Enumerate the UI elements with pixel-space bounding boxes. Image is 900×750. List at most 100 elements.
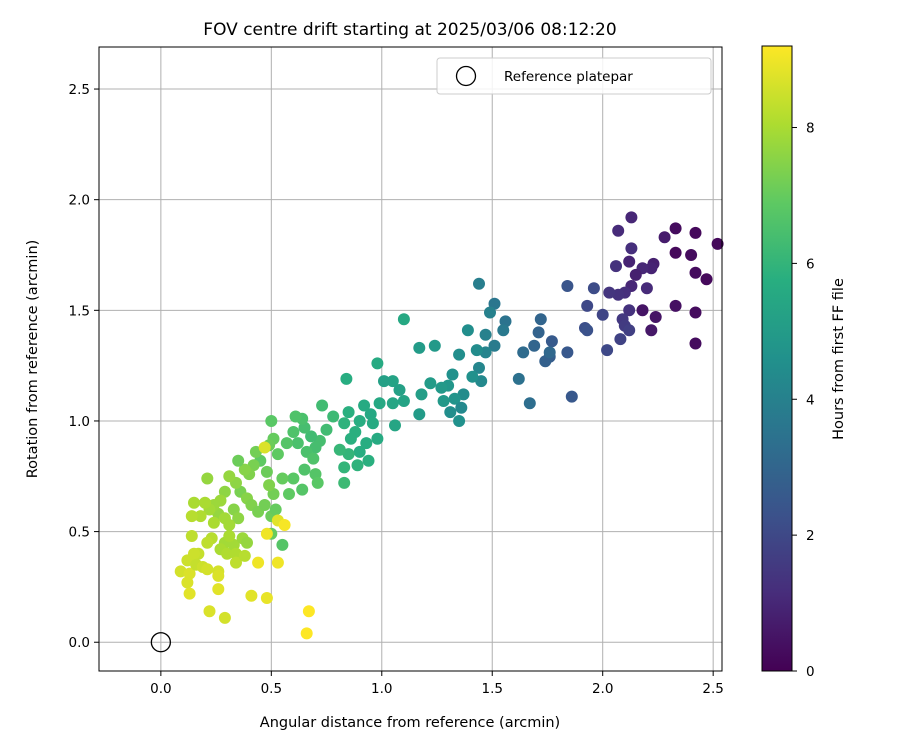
data-point	[373, 397, 386, 410]
data-point	[302, 605, 315, 618]
x-tick-label: 1.0	[371, 681, 392, 697]
data-point	[185, 510, 198, 523]
data-point	[601, 344, 614, 357]
data-point	[669, 246, 682, 259]
chart-title: FOV centre drift starting at 2025/03/06 …	[203, 20, 616, 40]
data-point	[587, 282, 600, 295]
data-point	[470, 344, 483, 357]
data-point	[424, 377, 437, 390]
data-point	[201, 563, 214, 576]
data-point	[413, 341, 426, 354]
data-point	[338, 461, 351, 474]
data-point	[623, 304, 636, 317]
data-point	[565, 390, 578, 403]
data-point	[640, 282, 653, 295]
data-point	[497, 324, 510, 337]
data-point	[260, 527, 273, 540]
data-point	[263, 479, 276, 492]
data-point	[461, 324, 474, 337]
data-point	[413, 408, 426, 421]
x-tick-label: 1.5	[481, 681, 502, 697]
data-point	[488, 339, 501, 352]
data-point	[258, 441, 271, 454]
data-point	[238, 549, 251, 562]
data-point	[305, 430, 318, 443]
data-point	[269, 503, 282, 516]
colorbar-ticks: 0 2 4 6 8	[792, 121, 815, 680]
legend-label: Reference platepar	[504, 69, 633, 85]
data-point	[649, 311, 662, 323]
data-point	[212, 569, 225, 582]
colorbar-label: Hours from first FF file	[831, 278, 847, 440]
colorbar-tick-label: 0	[806, 664, 815, 680]
reference-marker	[150, 632, 172, 653]
data-point	[362, 454, 375, 467]
data-point	[700, 273, 713, 286]
y-tick-label: 1.0	[69, 414, 90, 430]
data-point	[260, 592, 273, 604]
data-point	[645, 324, 658, 337]
x-tick-label: 0.5	[261, 681, 282, 697]
data-point	[669, 299, 682, 312]
data-point	[543, 346, 556, 359]
colorbar-tick-label: 4	[806, 392, 815, 408]
legend-marker-open-circle	[455, 65, 477, 87]
data-point	[386, 375, 399, 388]
data-point	[685, 249, 698, 261]
data-point	[669, 222, 682, 235]
data-point	[545, 335, 558, 348]
data-point	[232, 512, 245, 525]
data-point	[623, 255, 636, 268]
data-point	[316, 399, 329, 412]
data-point	[278, 519, 291, 531]
x-tick-label: 2.0	[592, 681, 613, 697]
data-point	[581, 324, 594, 337]
y-tick-label: 2.5	[69, 82, 90, 98]
data-point	[276, 472, 289, 485]
data-point	[479, 328, 492, 341]
data-point	[371, 357, 384, 370]
data-point	[532, 326, 545, 339]
data-point	[386, 397, 399, 410]
data-point	[397, 395, 410, 407]
data-point	[689, 337, 702, 350]
data-point	[342, 406, 355, 419]
data-point	[300, 627, 313, 640]
colorbar-tick-label: 8	[806, 121, 815, 137]
y-tick-label: 0.0	[69, 635, 90, 651]
colorbar-gradient	[761, 45, 793, 672]
data-point	[287, 426, 300, 438]
data-point	[258, 499, 271, 511]
data-point	[232, 454, 245, 467]
data-point	[289, 410, 302, 423]
data-point	[378, 375, 390, 388]
data-point	[389, 419, 401, 432]
data-point	[296, 483, 309, 496]
data-point	[466, 370, 479, 383]
data-point	[298, 463, 311, 476]
data-point	[245, 589, 258, 602]
legend-box	[436, 57, 712, 95]
colorbar-tick-label: 2	[806, 528, 815, 544]
data-point	[528, 339, 541, 352]
x-axis: 0.0 0.5 1.0 1.5 2.0 2.5	[150, 671, 724, 697]
data-point	[711, 237, 724, 250]
data-point	[453, 415, 466, 427]
data-point	[327, 410, 340, 423]
data-point	[338, 417, 351, 430]
data-point	[311, 476, 324, 489]
data-point	[241, 536, 253, 549]
data-point	[185, 530, 198, 542]
data-point	[230, 556, 242, 569]
data-point	[287, 472, 300, 485]
data-point	[689, 226, 702, 239]
x-axis-label: Angular distance from reference (arcmin)	[260, 715, 560, 731]
data-point	[351, 459, 364, 472]
data-point	[223, 519, 236, 531]
data-point	[428, 339, 441, 352]
data-point	[320, 423, 333, 436]
data-point	[512, 372, 525, 385]
data-point	[203, 605, 216, 618]
data-point	[291, 437, 304, 450]
